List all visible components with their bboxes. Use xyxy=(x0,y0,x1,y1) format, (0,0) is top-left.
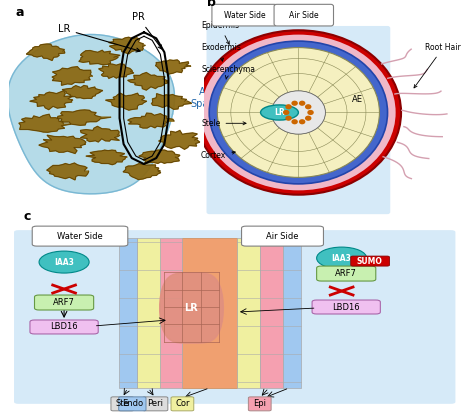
Text: Stele: Stele xyxy=(201,119,246,128)
Text: Peri: Peri xyxy=(147,399,164,409)
Polygon shape xyxy=(79,50,120,64)
Text: PR: PR xyxy=(132,12,162,49)
Text: Cor: Cor xyxy=(175,399,190,409)
FancyBboxPatch shape xyxy=(212,4,277,26)
Text: Endo: Endo xyxy=(122,399,143,409)
Text: ARF7: ARF7 xyxy=(335,269,357,278)
FancyBboxPatch shape xyxy=(312,300,380,314)
Circle shape xyxy=(39,251,89,273)
Polygon shape xyxy=(27,44,65,60)
Circle shape xyxy=(217,47,379,177)
FancyBboxPatch shape xyxy=(30,320,98,334)
Bar xyxy=(260,238,283,388)
Circle shape xyxy=(317,247,367,269)
Text: Epi: Epi xyxy=(253,399,266,409)
Circle shape xyxy=(285,116,292,121)
FancyBboxPatch shape xyxy=(171,397,194,411)
Polygon shape xyxy=(30,91,73,109)
Polygon shape xyxy=(123,164,161,179)
Polygon shape xyxy=(99,64,134,78)
Polygon shape xyxy=(81,126,120,142)
Text: Water Side: Water Side xyxy=(57,232,103,240)
Text: LBD16: LBD16 xyxy=(50,322,78,332)
Text: LR: LR xyxy=(184,303,199,313)
Text: Air Side: Air Side xyxy=(266,232,299,240)
FancyBboxPatch shape xyxy=(35,295,94,310)
Text: Root Hair: Root Hair xyxy=(414,43,461,88)
FancyBboxPatch shape xyxy=(207,26,390,214)
Polygon shape xyxy=(47,163,89,180)
Text: SUMO: SUMO xyxy=(357,257,383,265)
Polygon shape xyxy=(8,35,174,194)
Polygon shape xyxy=(128,113,174,128)
Text: AE: AE xyxy=(352,95,364,104)
Circle shape xyxy=(283,110,290,115)
Polygon shape xyxy=(109,37,145,54)
Text: LBD16: LBD16 xyxy=(332,302,360,312)
Text: c: c xyxy=(23,210,30,223)
Circle shape xyxy=(299,119,305,124)
Text: Cortex: Cortex xyxy=(201,151,235,160)
Polygon shape xyxy=(19,114,71,132)
Bar xyxy=(118,238,137,388)
Text: LR: LR xyxy=(58,24,140,52)
Circle shape xyxy=(292,119,298,124)
FancyBboxPatch shape xyxy=(351,256,390,266)
Text: Water Side: Water Side xyxy=(224,11,265,20)
FancyBboxPatch shape xyxy=(274,4,334,26)
Polygon shape xyxy=(160,273,223,343)
Text: a: a xyxy=(16,6,24,19)
Text: Exodermis: Exodermis xyxy=(201,43,241,61)
FancyBboxPatch shape xyxy=(242,226,323,246)
Polygon shape xyxy=(86,150,127,165)
Text: ARF7: ARF7 xyxy=(53,298,75,307)
Polygon shape xyxy=(152,94,192,109)
Circle shape xyxy=(299,101,305,106)
FancyBboxPatch shape xyxy=(317,266,376,281)
Circle shape xyxy=(196,30,401,195)
Text: Ste: Ste xyxy=(116,399,129,409)
Circle shape xyxy=(305,116,311,121)
Bar xyxy=(237,238,260,388)
Circle shape xyxy=(201,35,396,191)
Polygon shape xyxy=(128,72,168,90)
FancyBboxPatch shape xyxy=(111,397,134,411)
Polygon shape xyxy=(57,110,111,125)
Circle shape xyxy=(307,110,314,115)
Circle shape xyxy=(271,91,325,134)
Bar xyxy=(182,238,237,388)
FancyBboxPatch shape xyxy=(14,230,456,404)
Text: Air Side: Air Side xyxy=(289,11,319,20)
Text: LR: LR xyxy=(274,108,285,117)
Polygon shape xyxy=(159,131,200,149)
Circle shape xyxy=(305,104,311,109)
Polygon shape xyxy=(52,67,92,85)
Text: IAA3: IAA3 xyxy=(332,254,352,262)
Polygon shape xyxy=(155,60,191,74)
Text: IAA3: IAA3 xyxy=(54,258,74,267)
FancyBboxPatch shape xyxy=(143,397,168,411)
Bar xyxy=(283,238,301,388)
Circle shape xyxy=(285,104,292,109)
Circle shape xyxy=(292,101,298,106)
Text: Air
Space: Air Space xyxy=(190,87,220,109)
Bar xyxy=(137,238,160,388)
Circle shape xyxy=(209,41,388,184)
Polygon shape xyxy=(39,135,86,154)
Bar xyxy=(160,238,182,388)
Polygon shape xyxy=(106,93,146,110)
FancyBboxPatch shape xyxy=(118,397,146,411)
FancyBboxPatch shape xyxy=(32,226,128,246)
Text: Sclerenchyma: Sclerenchyma xyxy=(201,65,255,79)
Text: b: b xyxy=(207,0,215,10)
Polygon shape xyxy=(139,150,180,163)
Polygon shape xyxy=(62,86,103,99)
Text: Epidermis: Epidermis xyxy=(201,22,239,44)
FancyBboxPatch shape xyxy=(248,397,271,411)
Ellipse shape xyxy=(261,105,299,120)
